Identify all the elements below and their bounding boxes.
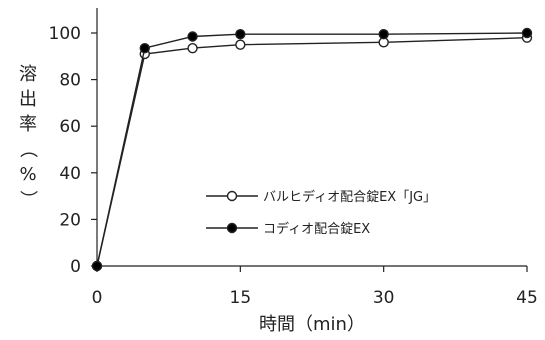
x-tick-label: 30 [373, 288, 395, 308]
series-1-point [187, 42, 198, 54]
legend-marker-2 [226, 222, 238, 234]
y-axis-title-char: （ [17, 140, 38, 158]
legend: バルヒディオ配合錠EX「JG」コディオ配合錠EX [206, 189, 436, 237]
series-2-point [91, 260, 103, 272]
x-tick-label: 45 [516, 288, 538, 308]
series-2-point [139, 42, 150, 54]
series-2-point [378, 28, 389, 40]
tick-labels: 0 20 40 60 80 100 0 15 30 45 [49, 24, 538, 308]
y-tick-label: 0 [70, 257, 81, 277]
y-tick-label: 100 [49, 24, 81, 44]
series-layer [91, 27, 533, 272]
series-1-point [235, 39, 246, 50]
legend-marker-1 [226, 190, 238, 202]
series-2-point [235, 28, 246, 40]
series-line-2 [96, 32, 528, 267]
y-tick-label: 20 [59, 210, 81, 230]
y-tick-label: 40 [59, 164, 81, 184]
y-axis-title: 溶出率 （% ） [17, 64, 38, 208]
series-line-1 [96, 37, 528, 267]
y-tick-label: 80 [59, 71, 81, 91]
y-axis-title-char: % [19, 164, 36, 185]
x-axis-title: 時間（min） [259, 314, 365, 335]
x-tick-label: 15 [230, 288, 252, 308]
y-axis-title-char: ） [17, 190, 38, 208]
y-axis-title-char: 出 [19, 89, 37, 110]
legend-label-1: バルヒディオ配合錠EX「JG」 [263, 189, 436, 205]
axes [91, 8, 528, 272]
series-2-point [187, 31, 198, 42]
legend-label-2: コディオ配合錠EX [263, 221, 370, 237]
y-axis-title-char: 溶 [19, 64, 37, 85]
x-tick-label: 0 [92, 288, 103, 308]
y-axis-title-char: 率 [19, 114, 37, 135]
series-2-point [521, 27, 533, 39]
y-tick-label: 60 [59, 117, 81, 137]
